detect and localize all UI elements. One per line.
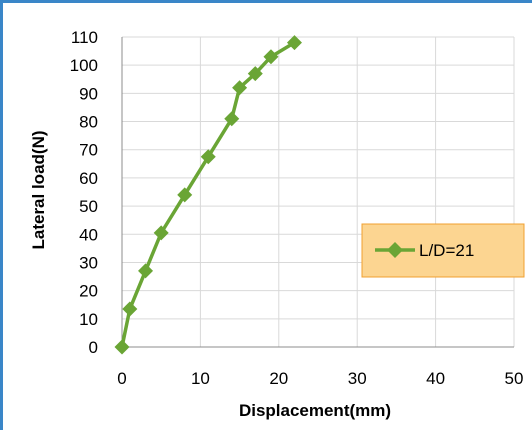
series-line (120, 41, 296, 348)
data-point-marker (177, 187, 193, 203)
data-point-marker (224, 111, 240, 127)
y-tick-label: 30 (79, 253, 98, 272)
x-tick-labels: 0 10 20 30 40 50 (117, 369, 523, 388)
y-tick-label: 40 (79, 225, 98, 244)
data-point-marker (114, 339, 130, 355)
legend-marker (387, 242, 403, 258)
y-tick-label: 110 (71, 28, 98, 47)
y-tick-label: 10 (79, 310, 98, 329)
x-tick-label: 10 (191, 369, 210, 388)
y-tick-label: 90 (79, 84, 98, 103)
data-point-marker (153, 225, 169, 241)
series-layer (114, 35, 302, 355)
y-axis-title: Lateral load(N) (29, 130, 48, 249)
data-point-marker (122, 301, 138, 317)
x-tick-label: 20 (269, 369, 288, 388)
y-tick-label: 50 (79, 197, 98, 216)
y-tick-label: 100 (70, 56, 98, 75)
x-tick-label: 30 (348, 369, 367, 388)
y-tick-label: 0 (89, 338, 98, 357)
gridlines (122, 36, 515, 347)
data-point-marker (232, 80, 248, 96)
axes (121, 37, 514, 348)
y-tick-labels: 0 10 20 30 40 50 60 70 80 90 100 110 (70, 28, 98, 357)
x-tick-label: 50 (505, 369, 524, 388)
x-tick-label: 40 (426, 369, 445, 388)
x-axis-title: Displacement(mm) (239, 401, 391, 420)
data-point-marker (286, 35, 302, 51)
legend-label: L/D=21 (419, 241, 474, 260)
y-tick-label: 70 (79, 141, 98, 160)
data-point-marker (138, 263, 154, 279)
data-point-marker (247, 66, 263, 82)
x-tick-label: 0 (117, 369, 126, 388)
y-tick-label: 60 (79, 169, 98, 188)
y-tick-label: 80 (79, 113, 98, 132)
data-point-marker (200, 149, 216, 165)
data-point-marker (263, 49, 279, 65)
y-tick-label: 20 (79, 282, 98, 301)
legend: L/D=21 (361, 223, 525, 278)
